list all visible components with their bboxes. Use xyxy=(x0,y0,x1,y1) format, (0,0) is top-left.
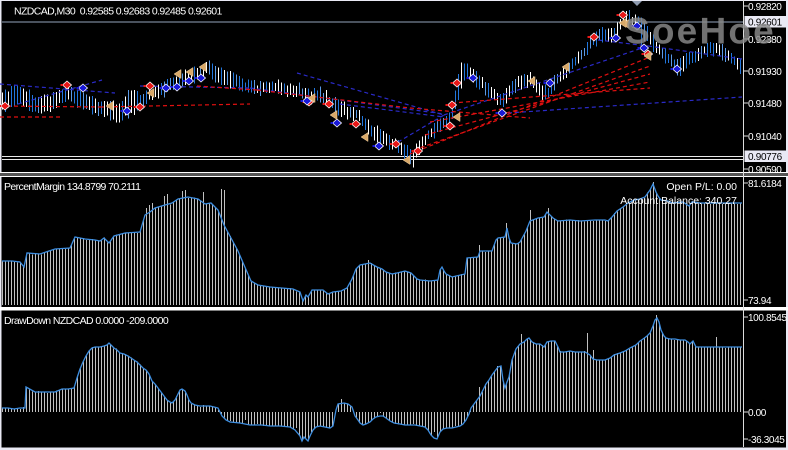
svg-text:0.90776: 0.90776 xyxy=(748,152,783,163)
svg-text:-36.3045: -36.3045 xyxy=(748,435,785,446)
svg-text:73.94: 73.94 xyxy=(748,296,772,307)
svg-text:0.91040: 0.91040 xyxy=(748,132,782,143)
svg-text:100.8545: 100.8545 xyxy=(748,313,787,324)
svg-text:Account Balance: 340.27: Account Balance: 340.27 xyxy=(620,195,737,207)
svg-text:81.6184: 81.6184 xyxy=(748,179,782,190)
svg-text:DrawDown NZDCAD 0.0000 -209.00: DrawDown NZDCAD 0.0000 -209.0000 xyxy=(4,315,169,327)
svg-text:0.90590: 0.90590 xyxy=(748,165,782,176)
svg-text:0.91480: 0.91480 xyxy=(748,99,782,110)
svg-text:0.00: 0.00 xyxy=(748,408,767,419)
svg-text:Open P/L: 0.00: Open P/L: 0.00 xyxy=(666,181,737,193)
svg-text:PercentMargin 134.8799 70.2111: PercentMargin 134.8799 70.2111 xyxy=(4,181,141,193)
svg-text:0.91930: 0.91930 xyxy=(748,67,782,78)
svg-text:0.92380: 0.92380 xyxy=(748,35,782,46)
svg-text:NZDCAD,M30 0.92585 0.92683 0.: NZDCAD,M30 0.92585 0.92683 0.92485 0.926… xyxy=(14,6,222,18)
svg-text:SoeHoe: SoeHoe xyxy=(625,11,776,52)
svg-text:0.92601: 0.92601 xyxy=(748,18,783,29)
svg-text:0.92820: 0.92820 xyxy=(748,2,782,13)
